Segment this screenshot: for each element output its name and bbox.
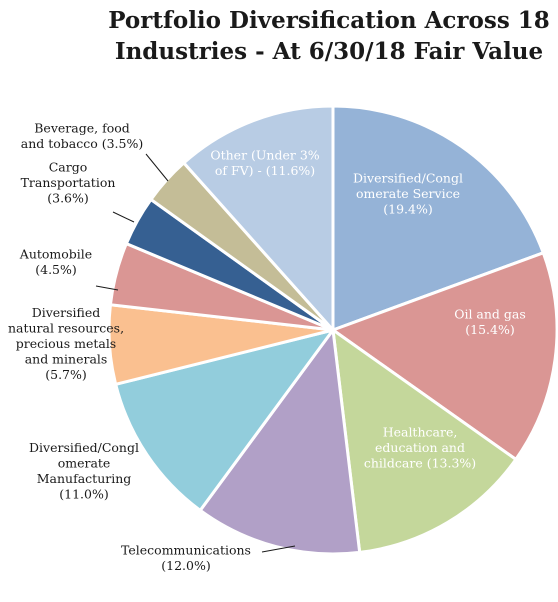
- leader-line-3: [261, 545, 296, 553]
- slice-label-7-line-1: Transportation: [21, 175, 116, 190]
- slice-label-4: Diversified/Congl omerate Manufacturing (11…: [29, 440, 139, 502]
- slice-label-5-line-1: natural resources,: [8, 321, 124, 336]
- slice-label-5: Diversified natural resources, precious me…: [8, 305, 124, 382]
- slice-labels: Diversified/Congl omerate Service (19.4%)O…: [8, 120, 526, 573]
- leader-lines: [95, 153, 296, 553]
- slice-label-7: Cargo Transportation (3.6%): [21, 160, 116, 206]
- slice-label-4-line-1: omerate: [58, 455, 111, 470]
- slice-label-6-line-1: (4.5%): [35, 262, 77, 277]
- slice-label-6-line-0: Automobile: [19, 246, 92, 261]
- leader-line-8: [145, 153, 169, 182]
- pie-slice-1: [329, 250, 558, 462]
- slice-label-7-line-0: Cargo: [49, 160, 88, 175]
- slice-label-8-line-0: Beverage, food: [34, 120, 130, 135]
- slice-label-4-line-0: Diversified/Congl: [29, 440, 139, 455]
- slice-label-1: Oil and gas (15.4%): [454, 306, 526, 337]
- slice-label-5-line-3: and minerals: [25, 352, 108, 367]
- slice-label-3-line-1: (12.0%): [161, 558, 210, 573]
- slice-label-4-line-3: (11.0%): [59, 486, 108, 501]
- slice-label-1-line-1: (15.4%): [465, 322, 514, 337]
- pie-slice-3: [198, 326, 362, 556]
- pie-slice-0: [331, 104, 546, 333]
- slice-label-8: Beverage, food and tobacco (3.5%): [21, 120, 144, 151]
- leader-line-6: [95, 285, 119, 291]
- slice-label-2-line-2: childcare (13.3%): [364, 456, 476, 471]
- slice-label-6: Automobile (4.5%): [19, 246, 92, 277]
- slice-label-5-line-4: (5.7%): [45, 367, 87, 382]
- pie-slice-4: [113, 327, 337, 513]
- slice-label-9: Other (Under 3% of FV) - (11.6%): [210, 147, 319, 178]
- slice-label-5-line-0: Diversified: [32, 305, 101, 320]
- slice-label-8-line-1: and tobacco (3.5%): [21, 136, 144, 151]
- slice-label-2-line-0: Healthcare,: [383, 425, 458, 440]
- chart-title-line-2: Industries - At 6/30/18 Fair Value: [115, 38, 543, 65]
- slice-label-5-line-2: precious metals: [16, 336, 116, 351]
- slice-label-0-line-1: omerate Service: [356, 186, 460, 201]
- chart-title-line-1: Portfolio Diversification Across 18: [108, 7, 550, 34]
- slice-label-9-line-1: of FV) - (11.6%): [215, 163, 315, 178]
- slice-label-0: Diversified/Congl omerate Service (19.4%): [353, 171, 463, 217]
- slice-label-3: Telecommunications (12.0%): [121, 542, 251, 573]
- leader-line-7: [112, 211, 135, 223]
- slice-label-4-line-2: Manufacturing: [37, 471, 132, 486]
- pie-slice-9: [181, 104, 335, 334]
- slice-label-2-line-1: education and: [375, 440, 465, 455]
- slice-label-1-line-0: Oil and gas: [454, 306, 526, 321]
- slice-label-7-line-2: (3.6%): [47, 191, 89, 206]
- pie-slice-2: [331, 326, 518, 555]
- slice-label-2: Healthcare, education and childcare (13.3%…: [364, 425, 476, 471]
- pie-slices: [107, 104, 558, 556]
- slice-label-0-line-2: (19.4%): [383, 202, 432, 217]
- slice-label-3-line-0: Telecommunications: [121, 542, 251, 557]
- slice-label-0-line-0: Diversified/Congl: [353, 171, 463, 186]
- slice-label-9-line-0: Other (Under 3%: [210, 147, 319, 162]
